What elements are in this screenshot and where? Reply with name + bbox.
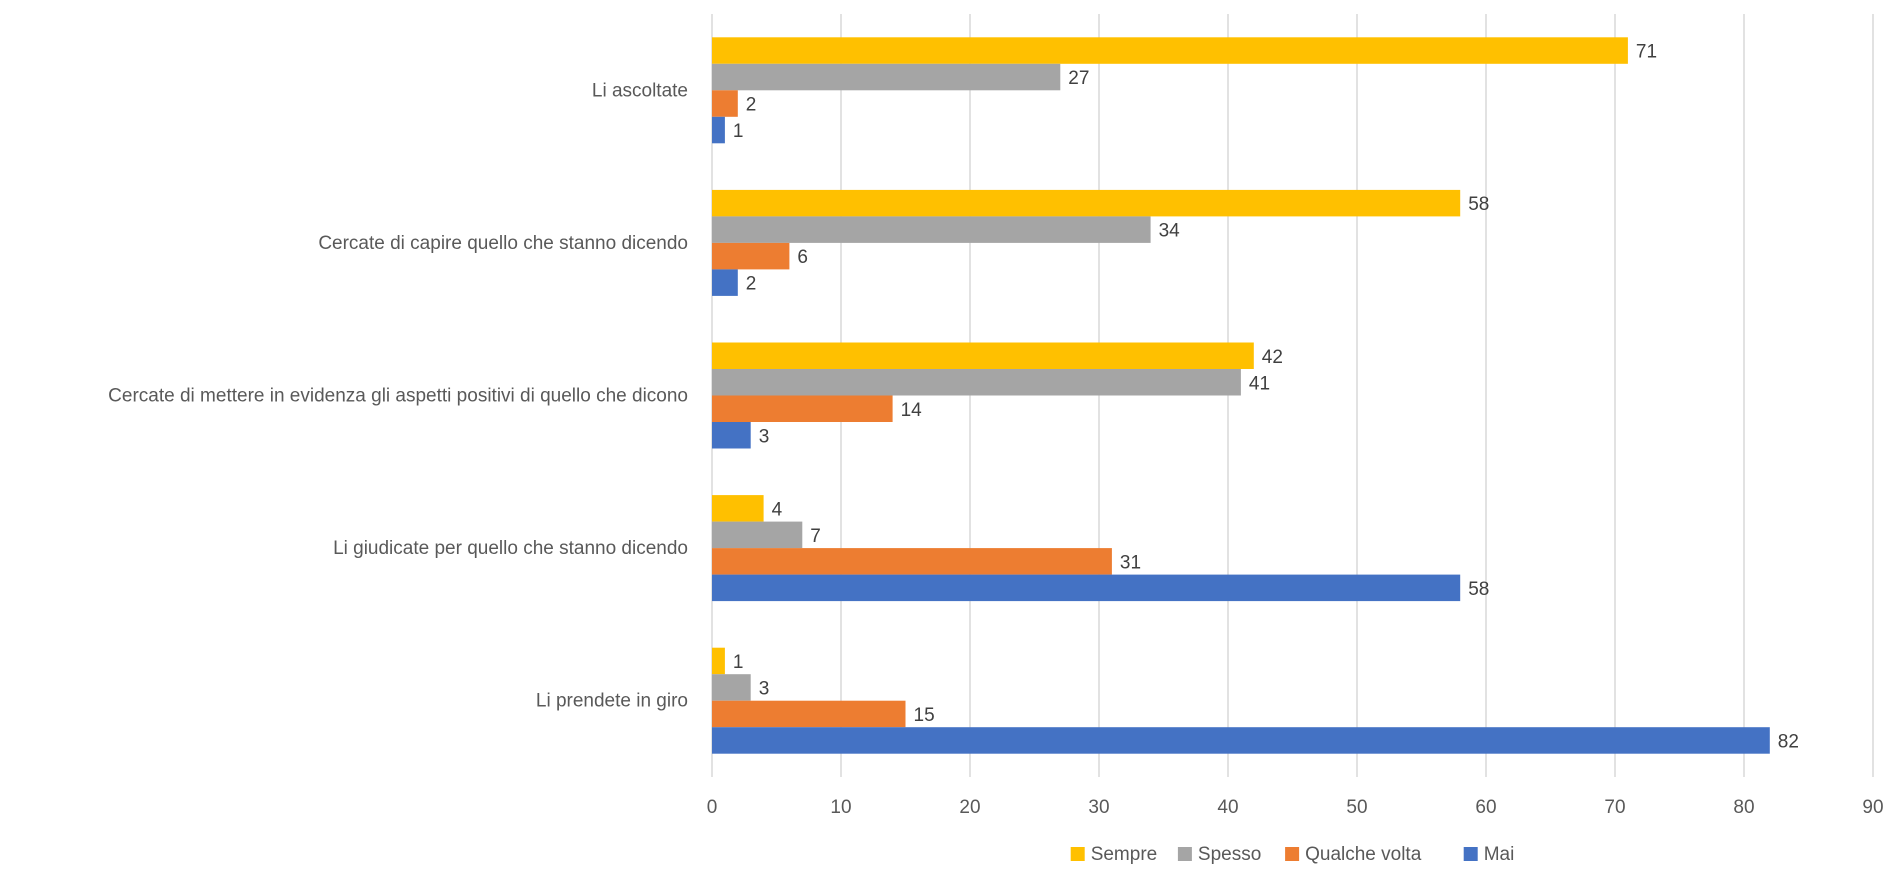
bar	[712, 548, 1112, 575]
legend-item: Qualche volta	[1285, 844, 1422, 865]
legend-swatch	[1070, 847, 1085, 861]
x-tick-label: 70	[1604, 797, 1625, 818]
data-label: 2	[746, 274, 757, 295]
data-label: 14	[901, 400, 923, 421]
bar	[712, 242, 790, 270]
bar	[712, 422, 751, 449]
category-label: Cercate di mettere in evidenza gli aspet…	[108, 386, 688, 407]
bar	[712, 369, 1241, 396]
category-label: Cercate di capire quello che stanno dice…	[318, 233, 688, 254]
legend-label: Mai	[1484, 844, 1515, 865]
data-label: 41	[1249, 373, 1270, 394]
legend-swatch	[1463, 847, 1478, 861]
legend-swatch	[1177, 847, 1192, 861]
data-label: 1	[733, 652, 744, 673]
data-label: 82	[1778, 731, 1799, 752]
x-tick-label: 50	[1346, 797, 1367, 818]
bar	[712, 269, 738, 296]
bar	[712, 189, 1461, 217]
data-label: 58	[1468, 579, 1489, 600]
category-labels: Li ascoltate Cercate di capire quello che…	[108, 80, 688, 711]
bar	[712, 90, 738, 117]
x-tick-label: 90	[1862, 797, 1883, 818]
x-tick-label: 40	[1217, 797, 1238, 818]
data-label: 6	[797, 247, 808, 268]
legend-label: Sempre	[1091, 844, 1158, 865]
x-tick-label: 60	[1475, 797, 1496, 818]
bar	[712, 116, 725, 144]
data-label: 7	[810, 526, 821, 547]
bar	[712, 674, 751, 701]
bar	[712, 700, 906, 728]
data-label: 4	[772, 499, 783, 520]
bars	[712, 37, 1770, 754]
x-axis-ticks: 0 10 20 30 40 50 60 70 80 90	[707, 797, 1884, 818]
category-label: Li ascoltate	[592, 80, 688, 101]
legend-label: Qualche volta	[1305, 844, 1422, 865]
data-label: 58	[1468, 194, 1489, 215]
legend-item: Mai	[1463, 844, 1515, 865]
legend-label: Spesso	[1198, 844, 1261, 865]
bar	[712, 395, 893, 422]
data-label: 27	[1068, 68, 1089, 89]
bar	[712, 521, 803, 549]
legend: Sempre Spesso Qualche volta Mai	[1070, 844, 1515, 865]
legend-item: Sempre	[1070, 844, 1158, 865]
legend-swatch	[1285, 847, 1300, 861]
bar	[712, 216, 1151, 243]
x-tick-label: 30	[1088, 797, 1109, 818]
bar	[712, 574, 1461, 602]
bar	[712, 37, 1628, 64]
data-label: 42	[1262, 347, 1283, 368]
bar	[712, 727, 1770, 754]
category-label: Li prendete in giro	[536, 691, 688, 712]
data-label: 3	[759, 426, 770, 447]
x-tick-label: 0	[707, 797, 718, 818]
data-label: 31	[1120, 552, 1141, 573]
category-label: Li giudicate per quello che stanno dicen…	[333, 538, 688, 559]
data-label: 34	[1159, 221, 1181, 242]
data-label: 71	[1636, 42, 1657, 63]
data-label: 1	[733, 121, 744, 142]
bar	[712, 647, 725, 675]
bar	[712, 495, 764, 522]
x-tick-label: 10	[830, 797, 851, 818]
x-tick-label: 80	[1733, 797, 1754, 818]
legend-item: Spesso	[1177, 844, 1261, 865]
x-tick-label: 20	[959, 797, 980, 818]
data-label: 2	[746, 95, 757, 116]
data-label: 15	[914, 705, 935, 726]
data-label: 3	[759, 678, 770, 699]
bar	[712, 342, 1254, 369]
bar	[712, 63, 1061, 91]
